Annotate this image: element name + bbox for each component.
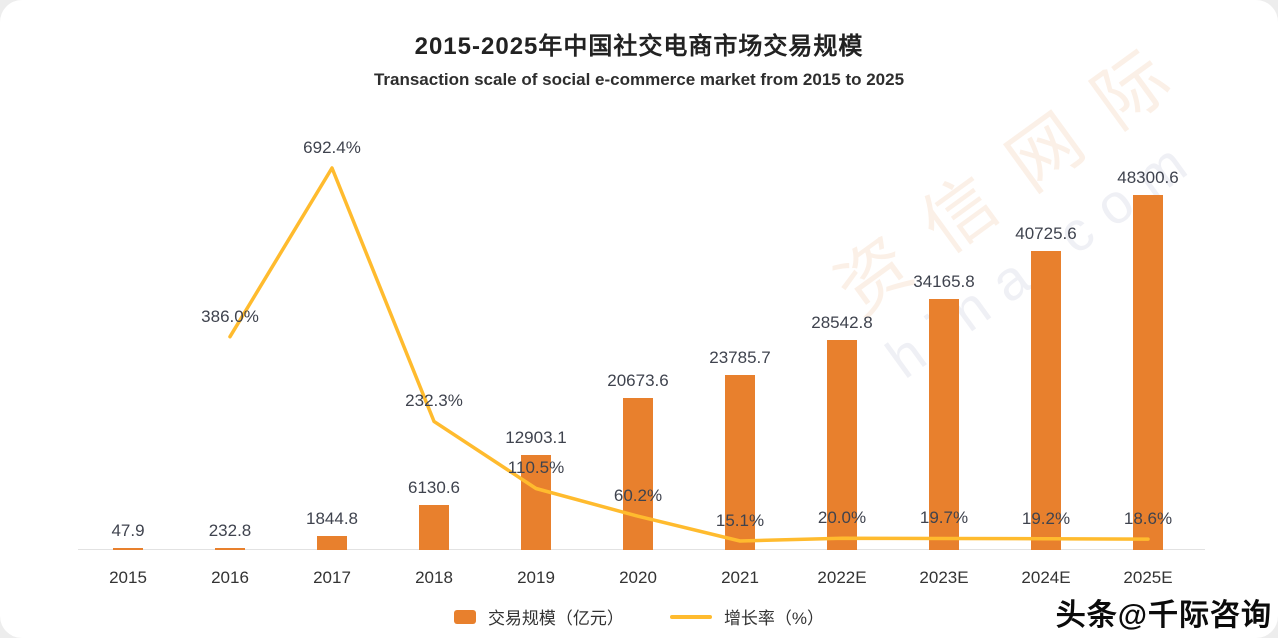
x-axis-label: 2018 — [415, 568, 453, 587]
growth-label: 386.0% — [201, 306, 259, 326]
x-axis-label: 2015 — [109, 568, 147, 587]
growth-label: 60.2% — [613, 486, 663, 506]
legend: 交易规模（亿元） 增长率（%） — [0, 604, 1278, 629]
chart-title: 2015-2025年中国社交电商市场交易规模 — [414, 33, 864, 60]
bar-value-label: 23785.7 — [709, 348, 771, 368]
x-axis-label: 2024E — [1021, 568, 1071, 587]
x-axis-label: 2019 — [517, 568, 555, 587]
x-axis-label: 2023E — [919, 568, 969, 587]
x-axis-label: 2025E — [1123, 568, 1173, 587]
bar-value-label: 28542.8 — [811, 313, 873, 333]
x-axis-label: 2016 — [211, 568, 249, 587]
bar-value-label: 12903.1 — [505, 428, 567, 448]
bar-2025E — [1133, 195, 1163, 550]
bar-2015 — [113, 548, 143, 550]
growth-label: 232.3% — [405, 391, 463, 411]
bar-value-label: 48300.6 — [1117, 168, 1179, 187]
toutiao-watermark: 头条@千际咨询 — [1055, 599, 1272, 632]
growth-label: 110.5% — [507, 458, 565, 478]
bar-2020 — [623, 398, 653, 550]
legend-bar-swatch-icon — [453, 609, 476, 624]
x-axis-label: 2017 — [313, 568, 351, 587]
growth-label: 18.6% — [1123, 509, 1173, 529]
bar-2024E — [1031, 250, 1061, 550]
bar-value-label: 20673.6 — [607, 371, 669, 391]
bar-value-label: 6130.6 — [408, 477, 460, 497]
legend-bar-label: 交易规模（亿元） — [487, 609, 624, 628]
x-axis-label: 2021 — [721, 568, 759, 587]
bar-value-label: 47.9 — [111, 521, 145, 540]
x-axis-label: 2020 — [619, 568, 657, 587]
legend-line-swatch-icon — [669, 614, 712, 619]
bar-value-label: 1844.8 — [306, 509, 358, 529]
bar-2017 — [317, 536, 347, 550]
bar-2016 — [215, 548, 245, 550]
legend-line-label: 增长率（%） — [723, 609, 825, 628]
bar-value-label: 40725.6 — [1015, 223, 1077, 243]
growth-label: 692.4% — [303, 138, 361, 157]
chart-subtitle: Transaction scale of social e-commerce m… — [373, 70, 905, 89]
bar-2018 — [419, 504, 449, 550]
bar-value-label: 34165.8 — [913, 271, 975, 291]
x-axis-label: 2022E — [817, 568, 867, 587]
